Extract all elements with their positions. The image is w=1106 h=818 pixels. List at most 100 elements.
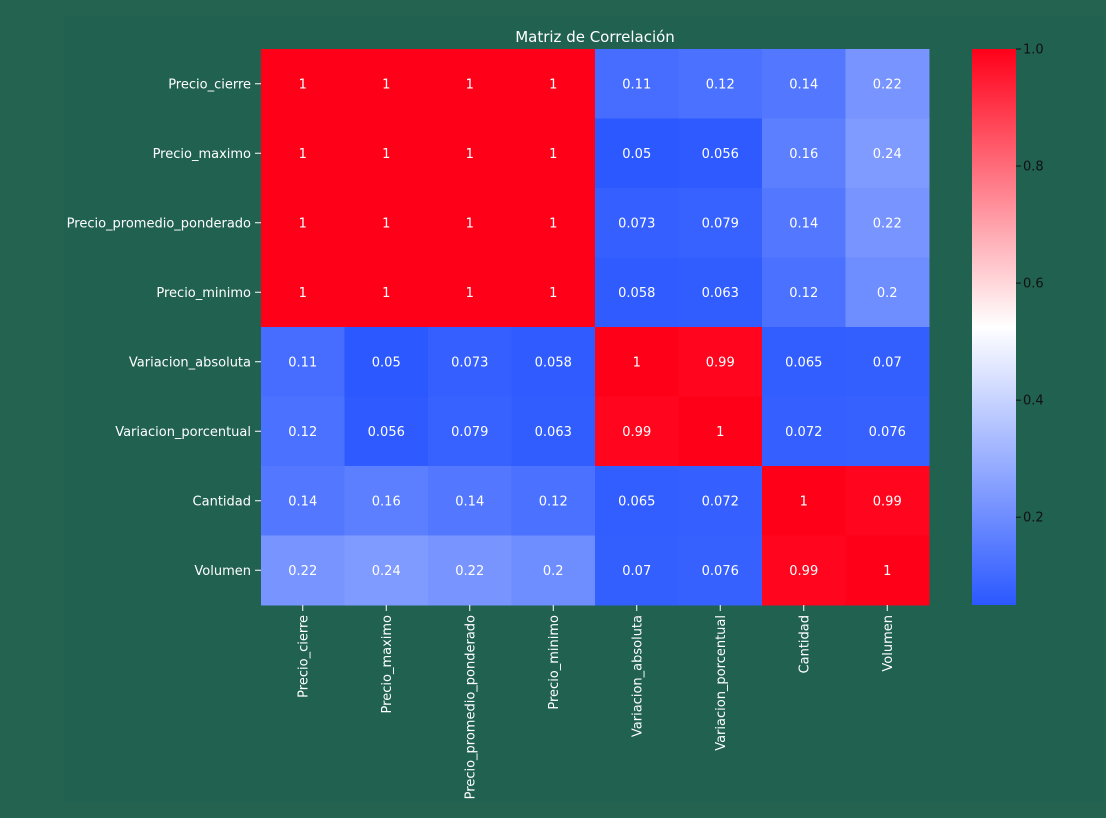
cell-value-label: 0.99 bbox=[789, 564, 818, 579]
cell-value-label: 1 bbox=[549, 216, 557, 231]
heatmap-cell bbox=[261, 188, 345, 258]
heatmap-cell bbox=[678, 188, 763, 258]
heatmap-cell bbox=[344, 466, 429, 536]
heatmap-cell bbox=[511, 257, 596, 328]
x-tick-label: Variacion_porcentual bbox=[714, 615, 729, 751]
x-tick-label: Precio_cierre bbox=[296, 615, 311, 698]
heatmap-cell bbox=[511, 396, 596, 467]
heatmap-cell bbox=[344, 535, 429, 606]
heatmap-cell bbox=[595, 49, 679, 119]
cell-value-label: 0.073 bbox=[451, 355, 488, 370]
x-tick-label: Variacion_absoluta bbox=[630, 615, 645, 737]
cell-value-label: 0.22 bbox=[873, 216, 902, 231]
heatmap-cell bbox=[595, 327, 679, 397]
heatmap-cell bbox=[845, 188, 930, 258]
heatmap-cell bbox=[511, 188, 596, 258]
heatmap-cell bbox=[428, 188, 512, 258]
cell-value-label: 0.065 bbox=[785, 355, 822, 370]
cell-value-label: 0.065 bbox=[618, 494, 655, 509]
cell-value-label: 1 bbox=[382, 77, 390, 92]
heatmap-cells: 1 1 1 1 0.11 0.12 0.14 0.22 1 1 1 1 0.05 0.056 0.16 0.2… bbox=[261, 49, 930, 606]
cell-value-label: 0.12 bbox=[539, 494, 568, 509]
cell-value-label: 0.063 bbox=[535, 425, 572, 440]
cell-value-label: 0.079 bbox=[451, 425, 488, 440]
cell-value-label: 0.99 bbox=[706, 355, 735, 370]
heatmap-cell bbox=[428, 118, 512, 189]
cell-value-label: 0.073 bbox=[618, 216, 655, 231]
x-axis-tick-labels: Precio_cierre Precio_maximo Precio_promedi… bbox=[296, 605, 896, 799]
x-tick-label: Precio_promedio_ponderado bbox=[463, 615, 478, 799]
cell-value-label: 0.079 bbox=[702, 216, 739, 231]
heatmap-cell bbox=[678, 466, 763, 536]
x-tick-label: Precio_maximo bbox=[380, 615, 395, 713]
heatmap-cell bbox=[344, 188, 429, 258]
heatmap-cell bbox=[762, 188, 846, 258]
colorbar-tick-label: 0.2 bbox=[1023, 511, 1044, 526]
cell-value-label: 0.14 bbox=[288, 494, 317, 509]
y-tick-label: Precio_promedio_ponderado bbox=[67, 216, 251, 231]
heatmap-cell bbox=[845, 49, 930, 119]
heatmap-cell bbox=[845, 535, 930, 606]
heatmap-cell bbox=[762, 49, 846, 119]
x-tick-label: Precio_minimo bbox=[547, 615, 562, 710]
heatmap-cell bbox=[511, 49, 596, 119]
heatmap-cell bbox=[595, 257, 679, 328]
y-tick-label: Volumen bbox=[194, 564, 251, 579]
cell-value-label: 1 bbox=[466, 216, 474, 231]
heatmap-cell bbox=[428, 466, 512, 536]
cell-value-label: 0.07 bbox=[622, 564, 651, 579]
heatmap-cell bbox=[678, 118, 763, 189]
cell-value-label: 0.07 bbox=[873, 355, 902, 370]
heatmap-cell bbox=[678, 396, 763, 467]
y-axis-tick-labels: Precio_cierre Precio_maximo Precio_promedi… bbox=[67, 77, 261, 579]
cell-value-label: 0.11 bbox=[288, 355, 317, 370]
heatmap-cell bbox=[261, 327, 345, 397]
cell-value-label: 1 bbox=[633, 355, 641, 370]
cell-value-label: 1 bbox=[549, 147, 557, 162]
heatmap-cell bbox=[428, 327, 512, 397]
heatmap-cell bbox=[344, 118, 429, 189]
heatmap-cell bbox=[762, 396, 846, 467]
heatmap-cell bbox=[845, 466, 930, 536]
cell-value-label: 1 bbox=[466, 286, 474, 301]
cell-value-label: 0.14 bbox=[789, 216, 818, 231]
cell-value-label: 0.22 bbox=[873, 77, 902, 92]
heatmap-cell bbox=[511, 535, 596, 606]
cell-value-label: 1 bbox=[382, 286, 390, 301]
heatmap-cell bbox=[762, 466, 846, 536]
cell-value-label: 0.056 bbox=[702, 147, 739, 162]
cell-value-label: 0.072 bbox=[702, 494, 739, 509]
cell-value-label: 0.22 bbox=[288, 564, 317, 579]
cell-value-label: 0.99 bbox=[873, 494, 902, 509]
cell-value-label: 1 bbox=[299, 147, 307, 162]
cell-value-label: 0.063 bbox=[702, 286, 739, 301]
cell-value-label: 1 bbox=[800, 494, 808, 509]
cell-value-label: 0.16 bbox=[372, 494, 401, 509]
heatmap-cell bbox=[595, 396, 679, 467]
heatmap-cell bbox=[344, 327, 429, 397]
y-tick-label: Precio_maximo bbox=[153, 147, 251, 162]
heatmap-cell bbox=[344, 49, 429, 119]
x-tick-label: Volumen bbox=[881, 615, 896, 672]
heatmap-cell bbox=[595, 188, 679, 258]
cell-value-label: 1 bbox=[466, 147, 474, 162]
heatmap-cell bbox=[344, 257, 429, 328]
heatmap-cell bbox=[428, 49, 512, 119]
heatmap-cell bbox=[428, 257, 512, 328]
heatmap-cell bbox=[845, 396, 930, 467]
heatmap-cell bbox=[344, 396, 429, 467]
heatmap-cell bbox=[428, 535, 512, 606]
cell-value-label: 0.2 bbox=[543, 564, 564, 579]
colorbar-ticks: 0.2 0.4 0.6 0.8 1.0 bbox=[1016, 43, 1044, 526]
cell-value-label: 1 bbox=[299, 77, 307, 92]
y-tick-label: Precio_minimo bbox=[156, 286, 251, 301]
cell-value-label: 0.072 bbox=[785, 425, 822, 440]
y-tick-label: Variacion_absoluta bbox=[129, 355, 251, 370]
heatmap-cell bbox=[762, 535, 846, 606]
heatmap-cell bbox=[678, 49, 763, 119]
heatmap-cell bbox=[261, 118, 345, 189]
cell-value-label: 1 bbox=[716, 425, 724, 440]
cell-value-label: 0.058 bbox=[618, 286, 655, 301]
heatmap-cell bbox=[261, 257, 345, 328]
